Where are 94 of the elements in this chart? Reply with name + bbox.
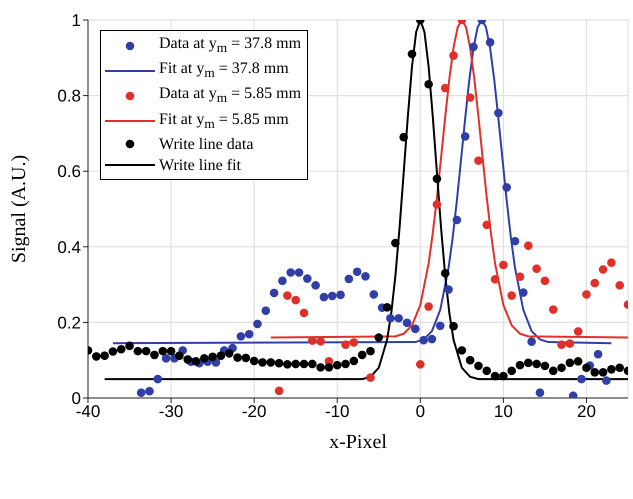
point — [440, 84, 450, 92]
point — [278, 276, 287, 286]
point — [574, 327, 582, 336]
point — [369, 290, 378, 299]
x-tick-label: 0 — [416, 402, 426, 422]
point — [527, 337, 536, 346]
point — [474, 156, 483, 165]
point — [291, 296, 300, 304]
point — [270, 288, 278, 298]
legend-label: Fit at y$_{m}$ = 5.85 mm — [159, 110, 289, 133]
point — [136, 388, 146, 398]
point — [602, 376, 611, 385]
point — [402, 318, 412, 328]
point — [386, 314, 395, 323]
point — [320, 292, 328, 302]
x-tick-label: 10 — [494, 402, 513, 422]
point — [300, 308, 308, 318]
x-tick-label: -20 — [242, 402, 266, 422]
point — [311, 281, 320, 290]
point — [411, 324, 420, 334]
point — [499, 260, 508, 270]
point — [236, 332, 246, 341]
point — [344, 274, 354, 284]
point — [540, 276, 550, 286]
legend-label: Fit at y$_{m}$ = 37.8 mm — [159, 59, 289, 82]
point — [607, 258, 616, 267]
point — [162, 354, 170, 363]
point — [469, 42, 478, 52]
y-axis-title: Signal (A.U.) — [8, 154, 30, 264]
point — [361, 272, 370, 281]
point — [274, 386, 284, 396]
point — [308, 336, 317, 345]
point — [424, 302, 433, 311]
point — [286, 268, 296, 277]
point — [316, 337, 325, 346]
point — [366, 373, 375, 382]
point — [419, 336, 428, 344]
legend-label: Write line data — [159, 134, 254, 155]
point — [466, 93, 474, 102]
point — [283, 291, 292, 300]
point — [416, 360, 425, 369]
point — [244, 330, 254, 338]
point — [261, 306, 270, 315]
point — [548, 305, 558, 314]
point — [494, 108, 503, 118]
point — [502, 183, 512, 192]
point — [444, 285, 453, 294]
y-tick-label: 0.8 — [57, 86, 81, 106]
point — [428, 334, 436, 344]
point — [350, 338, 358, 347]
point — [524, 241, 533, 250]
y-tick-label: 0.4 — [57, 238, 81, 257]
point — [582, 290, 591, 299]
point — [460, 132, 470, 141]
point — [598, 265, 608, 274]
x-tick-label: -10 — [324, 402, 350, 422]
y-tick-label: 1 — [72, 11, 81, 30]
point — [536, 388, 544, 398]
point — [516, 272, 524, 281]
legend-label: Data at y$_{m}$ = 5.85 mm — [159, 84, 302, 108]
y-tick-label: 0 — [72, 389, 81, 408]
legend-label: Data at y$_{m}$ = 37.8 mm — [159, 34, 302, 58]
point — [507, 291, 516, 300]
point — [532, 264, 541, 274]
point — [336, 290, 345, 300]
point — [153, 374, 162, 384]
point — [328, 292, 337, 300]
legend-label: Write line fit — [159, 156, 241, 176]
point — [557, 340, 566, 349]
x-axis-title: x-Pixel — [329, 431, 388, 453]
point — [145, 386, 154, 396]
point — [449, 51, 458, 60]
point — [303, 274, 312, 283]
point — [519, 288, 528, 297]
point — [352, 267, 362, 276]
point — [590, 278, 600, 288]
point — [486, 38, 494, 47]
point — [452, 216, 462, 224]
point — [490, 275, 500, 284]
point — [566, 339, 574, 348]
y-tick-label: 0.2 — [57, 313, 81, 332]
point — [594, 350, 602, 358]
point — [394, 314, 404, 323]
point — [482, 220, 492, 230]
point — [436, 322, 445, 330]
point — [432, 200, 442, 209]
point — [615, 281, 624, 290]
point — [341, 340, 350, 349]
y-tick-label: 0.6 — [57, 162, 81, 182]
point — [294, 268, 304, 277]
x-tick-label: 20 — [577, 402, 596, 422]
point — [577, 374, 586, 384]
point — [253, 320, 262, 328]
x-tick-label: -30 — [158, 402, 184, 422]
